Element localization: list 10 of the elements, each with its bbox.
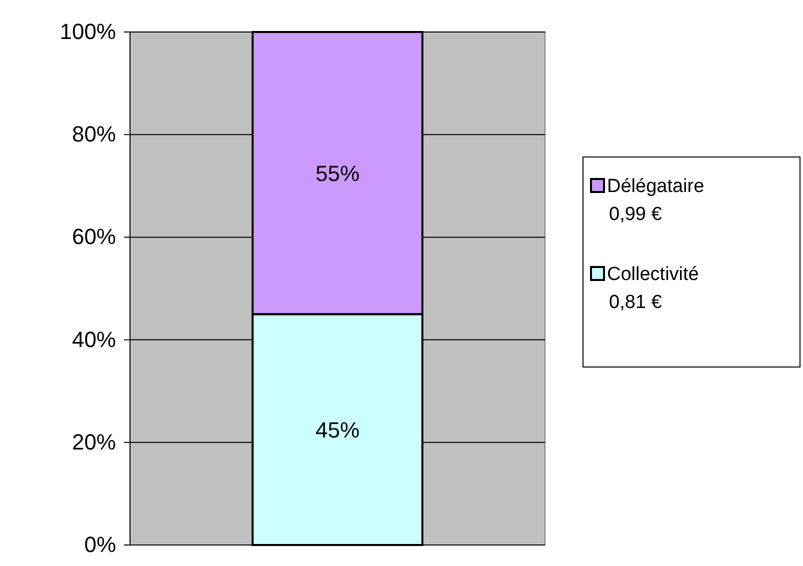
y-tick-label: 80% <box>72 122 116 147</box>
legend-label: Collectivité 0,81 € <box>607 264 699 313</box>
y-tick-label: 40% <box>72 326 116 352</box>
data-label: 45% <box>315 418 360 443</box>
y-tick-label: 0% <box>84 532 116 558</box>
legend-label: Délégataire 0,99 € <box>607 176 704 225</box>
y-tick-label: 20% <box>72 429 116 454</box>
data-label: 55% <box>315 161 360 186</box>
y-tick-label: 60% <box>72 224 116 250</box>
y-tick-label: 100% <box>60 19 116 44</box>
